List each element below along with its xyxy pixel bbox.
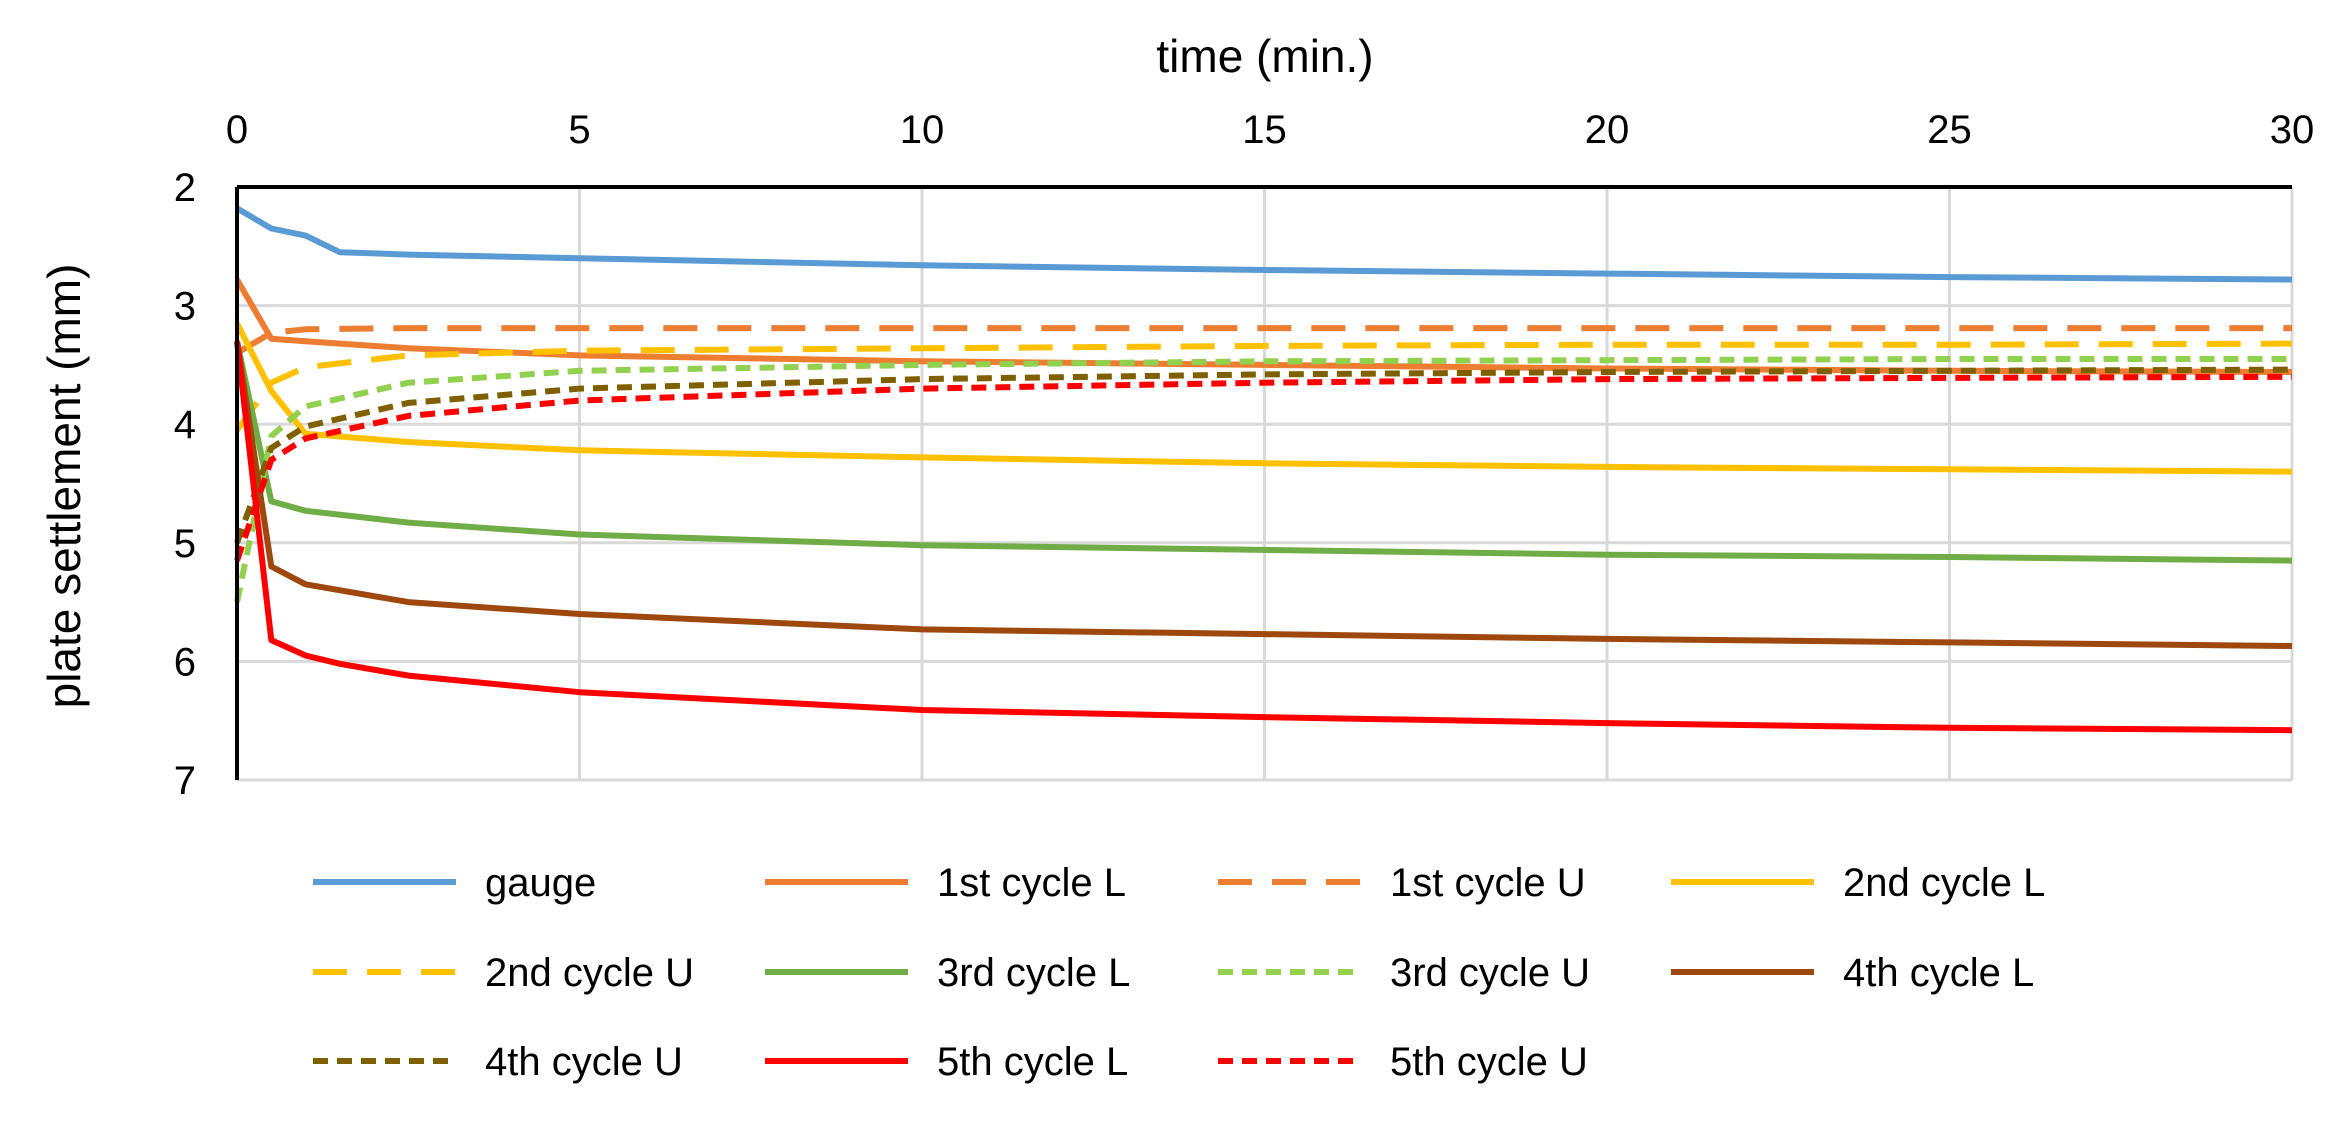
x-tick-label-0: 0 [226,108,248,152]
series-line-1 [235,205,2293,283]
y-tick-labels: 2 3 4 5 6 7 [174,166,196,803]
series-line-3 [235,325,2292,356]
series-line-6 [234,340,2293,564]
y-tick-label-5: 7 [174,759,196,803]
series-line-5 [234,340,2293,432]
legend-label-3: 1st cycle U [1390,861,1586,905]
y-tick-label-0: 2 [174,166,196,210]
series-line-10 [234,340,2293,734]
series-line-9 [234,366,2293,544]
legend-label-4: 2nd cycle L [1843,861,2045,905]
x-tick-label-5: 25 [1927,108,1972,152]
legend-label-7: 3rd cycle U [1390,951,1590,995]
legend-label-2: 1st cycle L [937,861,1126,905]
y-tick-label-3: 5 [174,522,196,566]
legend-item-6: 3rd cycle L [765,951,1130,995]
legend-item-11: 5th cycle U [1218,1040,1588,1084]
legend-item-3: 1st cycle U [1218,861,1586,905]
x-tick-label-2: 10 [900,108,945,152]
x-axis-title: time (min.) [1156,30,1373,82]
series-lines [234,205,2293,734]
legend-label-6: 3rd cycle L [937,951,1130,995]
x-tick-label-6: 30 [2270,108,2315,152]
x-tick-label-1: 5 [568,108,590,152]
legend-label-8: 4th cycle L [1843,951,2034,995]
legend-item-7: 3rd cycle U [1218,951,1590,995]
legend-label-5: 2nd cycle U [485,951,694,995]
legend-label-9: 4th cycle U [485,1040,683,1084]
legend-item-9: 4th cycle U [313,1040,683,1084]
legend-item-5: 2nd cycle U [313,951,694,995]
series-line-8 [234,340,2293,649]
legend-item-2: 1st cycle L [765,861,1126,905]
x-tick-labels: 0 5 10 15 20 25 30 [226,108,2314,152]
legend-label-11: 5th cycle U [1390,1040,1588,1084]
x-tick-label-4: 20 [1585,108,1630,152]
legend-item-1: gauge [313,861,596,905]
series-line-4 [234,322,2293,475]
legend-label-1: gauge [485,861,596,905]
series-line-11 [234,373,2293,562]
legend-label-10: 5th cycle L [937,1040,1128,1084]
series-line-7 [234,356,2292,603]
y-tick-label-4: 6 [174,640,196,684]
legend-item-8: 4th cycle L [1671,951,2034,995]
gridlines [237,187,2294,782]
axes [235,185,2292,780]
x-tick-label-3: 15 [1242,108,1287,152]
y-tick-label-2: 4 [174,403,196,447]
legend-item-4: 2nd cycle L [1671,861,2045,905]
y-axis-title: plate settlement (mm) [38,264,90,709]
legend: gauge 1st cycle L 1st cycle U 2nd cycle L 2n… [313,861,2045,1084]
legend-item-10: 5th cycle L [765,1040,1128,1084]
y-tick-label-1: 3 [174,285,196,329]
